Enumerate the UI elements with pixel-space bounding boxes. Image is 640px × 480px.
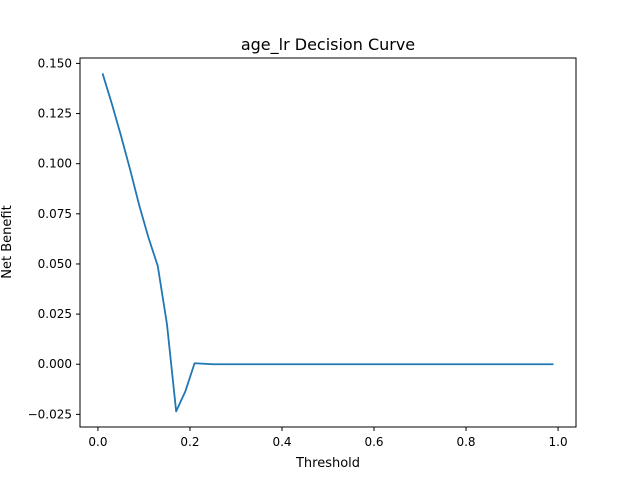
y-tick-label: 0.100	[38, 157, 72, 171]
x-tick-label: 1.0	[549, 435, 568, 449]
y-tick-label: 0.000	[38, 357, 72, 371]
series-line-0	[101, 73, 554, 413]
x-tick-label: 0.6	[364, 435, 383, 449]
plot-frame	[79, 57, 577, 428]
y-tick-label: 0.025	[38, 307, 72, 321]
x-axis-label: Threshold	[295, 456, 360, 471]
x-tick-label: 0.8	[456, 435, 475, 449]
y-tick-label: 0.125	[38, 107, 72, 121]
y-tick-label: 0.075	[38, 207, 72, 221]
x-axis: 0.0 0.2 0.4 0.6 0.8 1.0	[88, 427, 568, 449]
x-tick-label: 0.0	[88, 435, 107, 449]
y-axis: −0.025 0.000 0.025 0.050 0.075 0.100 0.125 0.15…	[28, 56, 80, 421]
chart-title: age_lr Decision Curve	[241, 35, 415, 55]
y-tick-label: 0.150	[38, 56, 72, 70]
y-tick-label: −0.025	[28, 407, 72, 421]
y-tick-label: 0.050	[38, 257, 72, 271]
y-axis-label: Net Benefit	[0, 205, 15, 278]
x-tick-label: 0.2	[180, 435, 199, 449]
plot-area	[101, 73, 554, 413]
x-tick-label: 0.4	[272, 435, 291, 449]
